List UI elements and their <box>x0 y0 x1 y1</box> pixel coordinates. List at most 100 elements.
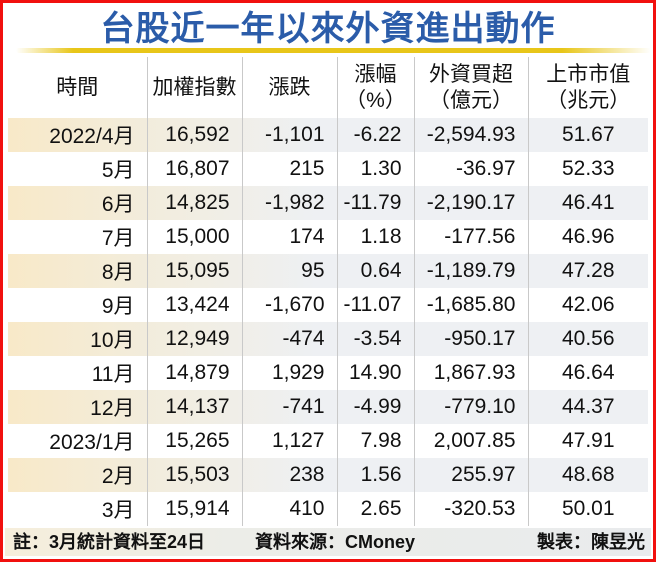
page-title: 台股近一年以來外資進出動作 <box>100 10 556 48</box>
table-cell: 11月 <box>8 356 148 390</box>
table-cell: 47.91 <box>561 429 615 452</box>
table-cell: 13,424 <box>147 288 243 322</box>
table-cell: 47.28 <box>561 259 615 282</box>
table-cell: -2,190.17 <box>414 186 529 220</box>
table-cell: 2023/1月 <box>8 424 148 458</box>
table-cell: 1.18 <box>337 220 415 254</box>
table-cell: -6.22 <box>337 118 415 152</box>
foreign-capital-table: 時間 加權指數 漲跌 漲幅 （%） 外資買超 （億元） 上市市值 （兆元） 2022/4月 16,… <box>8 57 648 526</box>
table-cell: 12,949 <box>147 322 243 356</box>
table-row-2月: 2月 15,503 238 1.56 255.97 48.68 <box>8 458 648 492</box>
table-cell: -11.07 <box>337 288 415 322</box>
table-cell: -1,189.79 <box>414 254 529 288</box>
table-cell: 2月 <box>8 458 148 492</box>
table-cell: 14.90 <box>337 356 415 390</box>
table-cell: 1.30 <box>337 152 415 186</box>
footer-credit: 製表：陳昱光 <box>537 532 645 552</box>
gold-divider <box>16 48 651 53</box>
column-header-3: 漲幅 （%） <box>337 57 415 118</box>
table-cell: 16,807 <box>147 152 243 186</box>
table-cell: 3月 <box>8 492 148 526</box>
table-cell: 15,095 <box>147 254 243 288</box>
column-header-4: 外資買超 （億元） <box>414 57 529 118</box>
table-cell: 174 <box>242 220 338 254</box>
table-cell: 238 <box>242 458 338 492</box>
table-cell: 410 <box>242 492 338 526</box>
table-row-7月: 7月 15,000 174 1.18 -177.56 46.96 <box>8 220 648 254</box>
table-cell: 95 <box>242 254 338 288</box>
table-cell: 6月 <box>8 186 148 220</box>
table-cell: 1.56 <box>337 458 415 492</box>
table-cell: -1,101 <box>242 118 338 152</box>
footer-note: 註：3月統計資料至24日 <box>13 532 206 552</box>
table-cell: -36.97 <box>414 152 529 186</box>
table-cell: -2,594.93 <box>414 118 529 152</box>
table-row-2023/1月: 2023/1月 15,265 1,127 7.98 2,007.85 47.91 <box>8 424 648 458</box>
table-cell: -3.54 <box>337 322 415 356</box>
table-cell: 15,503 <box>147 458 243 492</box>
table-row-11月: 11月 14,879 1,929 14.90 1,867.93 46.64 <box>8 356 648 390</box>
table-cell: -741 <box>242 390 338 424</box>
table-cell: 14,879 <box>147 356 243 390</box>
table-cell: -4.99 <box>337 390 415 424</box>
table-cell: 51.67 <box>561 123 615 146</box>
table-cell: 14,825 <box>147 186 243 220</box>
table-cell: -474 <box>242 322 338 356</box>
table-row-8月: 8月 15,095 95 0.64 -1,189.79 47.28 <box>8 254 648 288</box>
table-cell: 42.06 <box>561 293 615 316</box>
table-cell: 16,592 <box>147 118 243 152</box>
table-cell: 215 <box>242 152 338 186</box>
column-header-5: 上市市值 （兆元） <box>528 57 648 118</box>
table-cell: 15,000 <box>147 220 243 254</box>
table-cell: 44.37 <box>561 395 615 418</box>
table-cell: -1,982 <box>242 186 338 220</box>
table-cell: 0.64 <box>337 254 415 288</box>
table-cell: 1,929 <box>242 356 338 390</box>
table-row-3月: 3月 15,914 410 2.65 -320.53 50.01 <box>8 492 648 526</box>
table-cell: 15,265 <box>147 424 243 458</box>
table-row-9月: 9月 13,424 -1,670 -11.07 -1,685.80 42.06 <box>8 288 648 322</box>
table-cell: -1,670 <box>242 288 338 322</box>
table-row-10月: 10月 12,949 -474 -3.54 -950.17 40.56 <box>8 322 648 356</box>
footer-bar: 註：3月統計資料至24日 資料來源：CMoney 製表：陳昱光 <box>5 528 651 556</box>
table-row-5月: 5月 16,807 215 1.30 -36.97 52.33 <box>8 152 648 186</box>
table-cell: 255.97 <box>414 458 529 492</box>
column-header-0: 時間 <box>8 57 148 118</box>
table-cell: 10月 <box>8 322 148 356</box>
column-header-1: 加權指數 <box>147 57 243 118</box>
table-cell: -11.79 <box>337 186 415 220</box>
table-cell: 50.01 <box>561 497 615 520</box>
table-cell: 46.64 <box>561 361 615 384</box>
table-cell: -320.53 <box>414 492 529 526</box>
table-cell: 1,867.93 <box>414 356 529 390</box>
table-cell: 12月 <box>8 390 148 424</box>
table-cell: 40.56 <box>561 327 615 350</box>
table-cell: 2,007.85 <box>414 424 529 458</box>
table-row-6月: 6月 14,825 -1,982 -11.79 -2,190.17 46.41 <box>8 186 648 220</box>
table-cell: 8月 <box>8 254 148 288</box>
table-cell: 5月 <box>8 152 148 186</box>
table-cell: 14,137 <box>147 390 243 424</box>
footer-source: 資料來源：CMoney <box>255 532 416 552</box>
table-cell: 2.65 <box>337 492 415 526</box>
table-cell: 52.33 <box>561 157 615 180</box>
table-cell: -950.17 <box>414 322 529 356</box>
table-row-2022/4月: 2022/4月 16,592 -1,101 -6.22 -2,594.93 51.67 <box>8 118 648 152</box>
table-header-row: 時間 加權指數 漲跌 漲幅 （%） 外資買超 （億元） 上市市值 （兆元） <box>8 57 648 118</box>
table-cell: -779.10 <box>414 390 529 424</box>
table-cell: 9月 <box>8 288 148 322</box>
table-cell: 7月 <box>8 220 148 254</box>
column-header-2: 漲跌 <box>242 57 338 118</box>
table-cell: -177.56 <box>414 220 529 254</box>
table-cell: 2022/4月 <box>8 118 148 152</box>
table-cell: 1,127 <box>242 424 338 458</box>
table-cell: 15,914 <box>147 492 243 526</box>
table-cell: 7.98 <box>337 424 415 458</box>
table-cell: 46.41 <box>561 191 615 214</box>
table-cell: 48.68 <box>561 463 615 486</box>
table-cell: -1,685.80 <box>414 288 529 322</box>
table-row-12月: 12月 14,137 -741 -4.99 -779.10 44.37 <box>8 390 648 424</box>
table-cell: 46.96 <box>561 225 615 248</box>
